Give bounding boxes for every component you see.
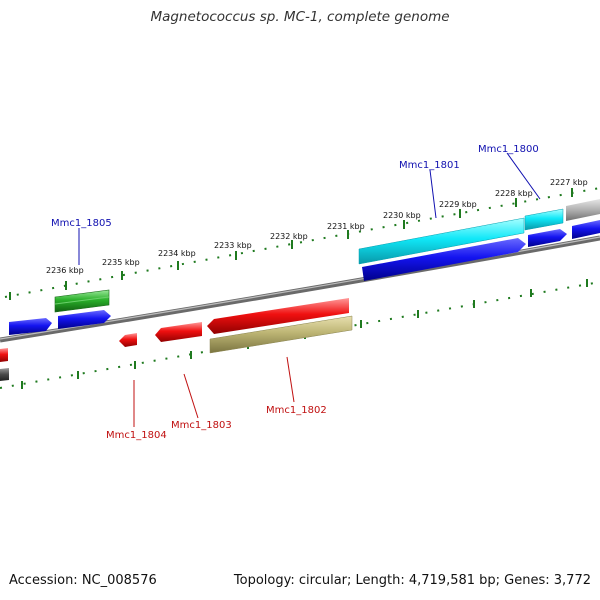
- genome-backbone: [0, 235, 600, 343]
- kbp-label: 2228 kbp: [495, 189, 533, 198]
- gene-mmc1-1804[interactable]: [119, 333, 137, 347]
- accession-text: Accession: NC_008576: [9, 573, 157, 588]
- gene-mmc1-1802-red[interactable]: [207, 298, 349, 334]
- kbp-label: 2229 kbp: [439, 200, 477, 209]
- outer-scale-ring: [4, 187, 600, 300]
- scale-labels: 2236 kbp 2235 kbp 2234 kbp 2233 kbp 2232…: [46, 178, 588, 275]
- gene-label-mmc1-1804: Mmc1_1804: [106, 430, 167, 441]
- gene-mmc1-1802[interactable]: [209, 315, 353, 354]
- kbp-label: 2235 kbp: [102, 258, 140, 267]
- gene-label-mmc1-1803: Mmc1_1803: [171, 420, 232, 431]
- reverse-strand-features: [0, 298, 353, 381]
- kbp-label: 2234 kbp: [158, 249, 196, 258]
- gene-label-mmc1-1801: Mmc1_1801: [399, 160, 460, 171]
- label-leaders: [78, 152, 541, 427]
- kbp-label: 2233 kbp: [214, 241, 252, 250]
- gene-arrow[interactable]: [9, 318, 52, 335]
- gene-gray-edge[interactable]: [0, 368, 9, 381]
- kbp-label: 2227 kbp: [550, 178, 588, 187]
- gene-label-mmc1-1800: Mmc1_1800: [478, 144, 539, 155]
- kbp-label: 2232 kbp: [270, 232, 308, 241]
- gene-label-mmc1-1802: Mmc1_1802: [266, 405, 327, 416]
- kbp-label: 2236 kbp: [46, 266, 84, 275]
- gene-mmc1-1801[interactable]: [358, 217, 525, 265]
- gene-arrow[interactable]: [528, 229, 567, 247]
- gene-label-mmc1-1805: Mmc1_1805: [51, 218, 112, 229]
- gene-gray[interactable]: [566, 199, 600, 221]
- gene-mmc1-1800[interactable]: [524, 208, 564, 231]
- kbp-label: 2230 kbp: [383, 211, 421, 220]
- forward-strand-features: [9, 199, 600, 335]
- genome-stats-text: Topology: circular; Length: 4,719,581 bp…: [233, 573, 591, 588]
- gene-labels: Mmc1_1805 Mmc1_1801 Mmc1_1800 Mmc1_1804 …: [51, 144, 539, 441]
- gene-red-edge[interactable]: [0, 348, 8, 362]
- gene-arrow[interactable]: [58, 310, 111, 329]
- gene-mmc1-1801-blue[interactable]: [362, 238, 526, 281]
- kbp-label: 2231 kbp: [327, 222, 365, 231]
- gene-arrow[interactable]: [572, 220, 600, 239]
- map-title: Magnetococcus sp. MC-1, complete genome: [150, 9, 450, 25]
- gene-mmc1-1803[interactable]: [155, 322, 202, 342]
